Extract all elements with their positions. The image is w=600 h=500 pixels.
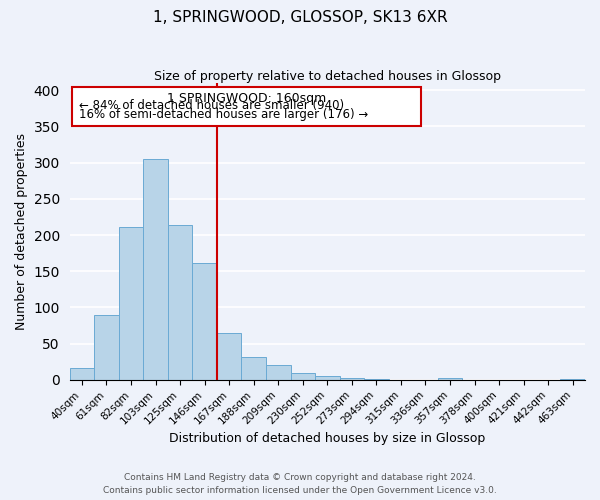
Text: 1, SPRINGWOOD, GLOSSOP, SK13 6XR: 1, SPRINGWOOD, GLOSSOP, SK13 6XR [152, 10, 448, 25]
Y-axis label: Number of detached properties: Number of detached properties [15, 133, 28, 330]
Bar [193, 264, 217, 380]
Text: Contains HM Land Registry data © Crown copyright and database right 2024.
Contai: Contains HM Land Registry data © Crown c… [103, 473, 497, 495]
Bar [168, 225, 193, 380]
Bar [364, 379, 389, 380]
Bar [315, 376, 340, 380]
Text: 1 SPRINGWOOD: 160sqm: 1 SPRINGWOOD: 160sqm [167, 92, 326, 104]
Bar [266, 366, 290, 380]
Bar [70, 368, 94, 380]
Bar [560, 379, 585, 380]
Bar [217, 333, 241, 380]
Bar [438, 378, 462, 380]
Text: ← 84% of detached houses are smaller (940): ← 84% of detached houses are smaller (94… [79, 99, 344, 112]
Bar [143, 159, 168, 380]
FancyBboxPatch shape [72, 86, 421, 126]
X-axis label: Distribution of detached houses by size in Glossop: Distribution of detached houses by size … [169, 432, 485, 445]
Bar [241, 358, 266, 380]
Bar [94, 314, 119, 380]
Bar [290, 372, 315, 380]
Title: Size of property relative to detached houses in Glossop: Size of property relative to detached ho… [154, 70, 501, 83]
Text: 16% of semi-detached houses are larger (176) →: 16% of semi-detached houses are larger (… [79, 108, 369, 120]
Bar [340, 378, 364, 380]
Bar [119, 227, 143, 380]
